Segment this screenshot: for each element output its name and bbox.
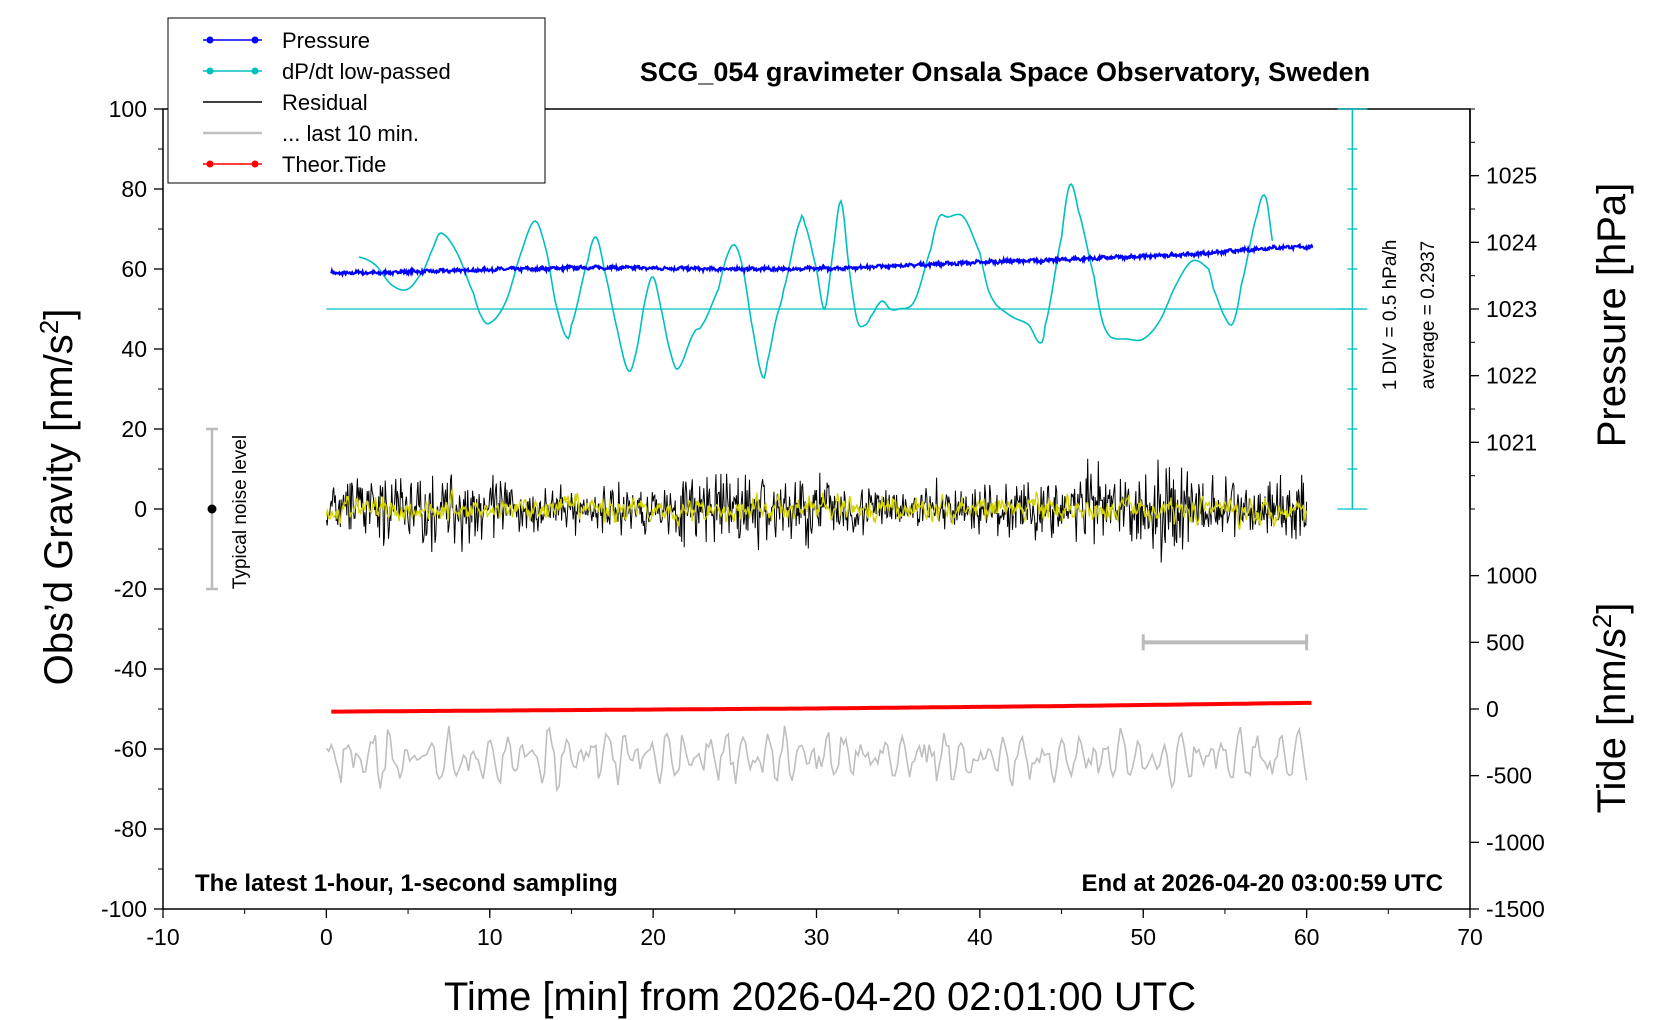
legend: Pressure dP/dt low-passed Residual ... last… (167, 17, 546, 184)
legend-label: Theor.Tide (282, 152, 386, 177)
legend-label: Pressure (282, 28, 370, 53)
tide-tick-label: 1000 (1486, 563, 1537, 589)
dpdt-series-line (358, 183, 1274, 380)
x-tick-label: 0 (320, 924, 333, 950)
x-tick-label: 60 (1294, 924, 1320, 950)
legend-label: dP/dt low-passed (282, 59, 451, 84)
y-tick-label-left: -60 (114, 736, 147, 762)
x-tick-label: 30 (804, 924, 830, 950)
pressure-tick-label: 1024 (1486, 229, 1537, 255)
y-tick-label-left: -80 (114, 816, 147, 842)
legend-marker (251, 36, 259, 44)
legend-marker (251, 67, 259, 75)
x-tick-label: 40 (967, 924, 993, 950)
annotation-bottom-left: The latest 1-hour, 1-second sampling (195, 870, 618, 897)
x-tick-label: 50 (1130, 924, 1156, 950)
x-axis-title: Time [min] from 2026-04-20 02:01:00 UTC (444, 975, 1196, 1019)
last10-series-line (325, 725, 1308, 793)
annotation-bottom-right: End at 2026-04-20 03:00:59 UTC (1082, 870, 1444, 897)
legend-label: ... last 10 min. (282, 121, 419, 146)
tick-group: -10 0 10 20 30 40 50 60 70-100-80-60-40-20020406… (101, 96, 1545, 950)
y-tick-label-left: 80 (121, 176, 147, 202)
y-axis-title-left: Obs’d Gravity [nm/s2] (34, 309, 81, 686)
legend-marker (206, 36, 214, 44)
x-tick-label: 70 (1457, 924, 1483, 950)
legend-marker (206, 67, 214, 75)
pressure-tick-label: 1025 (1486, 163, 1537, 189)
tide-tick-label: -500 (1486, 763, 1532, 789)
tide-tick-label: 500 (1486, 629, 1524, 655)
y-tick-label-left: -100 (101, 896, 147, 922)
tide-tick-label: -1500 (1486, 896, 1545, 922)
legend-marker (206, 160, 214, 168)
pressure-tick-label: 1022 (1486, 363, 1537, 389)
chart-title: SCG_054 gravimeter Onsala Space Observat… (640, 57, 1370, 87)
y-axis-title-pressure: Pressure [hPa] (1590, 183, 1634, 448)
div-label: 1 DIV = 0.5 hPa/h (1380, 240, 1401, 391)
y-tick-label-left: 60 (121, 256, 147, 282)
noise-level-label: Typical noise level (230, 435, 251, 589)
tide-series-line (331, 700, 1312, 714)
legend-label: Residual (282, 90, 368, 115)
residual-series-line (325, 458, 1308, 563)
x-tick-label: 20 (640, 924, 666, 950)
legend-box (167, 17, 546, 184)
legend-marker (251, 160, 259, 168)
y-tick-label-left: 20 (121, 416, 147, 442)
tide-tick-label: -1000 (1486, 829, 1545, 855)
x-tick-label: 10 (477, 924, 503, 950)
noise-bar-point (207, 504, 217, 514)
y-tick-label-left: 0 (134, 496, 147, 522)
x-tick-label: -10 (146, 924, 179, 950)
y-tick-label-left: -20 (114, 576, 147, 602)
average-label: average = 0.2937 (1418, 241, 1439, 389)
y-tick-label-left: 40 (121, 336, 147, 362)
pressure-tick-label: 1021 (1486, 429, 1537, 455)
pressure-tick-label: 1023 (1486, 296, 1537, 322)
series-group (206, 108, 1368, 793)
pressure-series-line (330, 242, 1314, 278)
residual-lowpass-line (325, 488, 1308, 531)
y-tick-label-left: 100 (109, 96, 147, 122)
tide-tick-label: 0 (1486, 696, 1499, 722)
y-axis-title-tide: Tide [nm/s2] (1587, 603, 1634, 814)
y-tick-label-left: -40 (114, 656, 147, 682)
